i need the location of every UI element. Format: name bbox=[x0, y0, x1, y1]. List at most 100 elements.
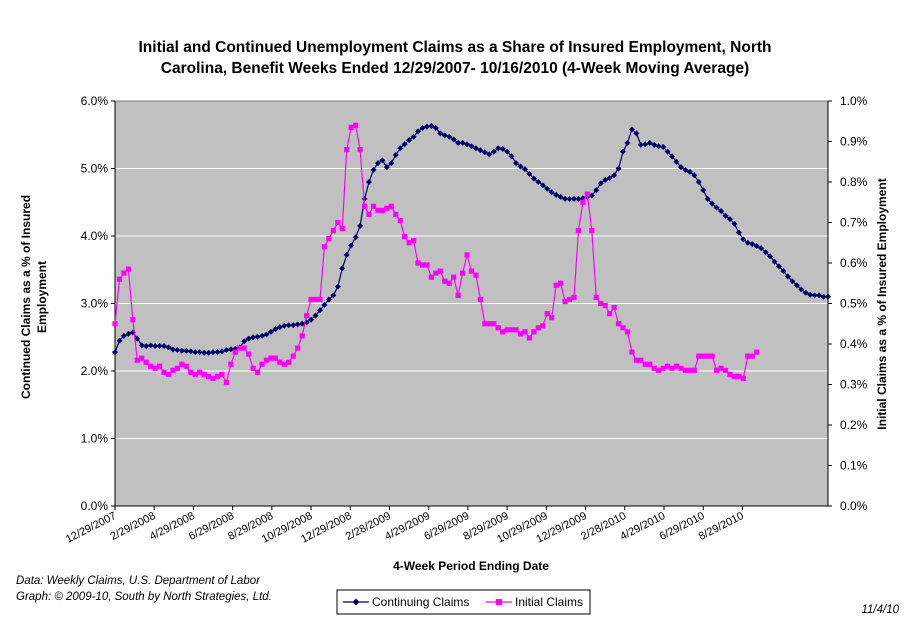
data-point bbox=[139, 355, 145, 361]
data-point bbox=[218, 348, 225, 355]
data-point bbox=[593, 294, 599, 301]
data-point bbox=[682, 367, 688, 373]
data-point bbox=[357, 147, 363, 153]
data-point bbox=[749, 241, 756, 248]
y-right-tick-label: 1.0% bbox=[840, 94, 868, 108]
data-point bbox=[156, 363, 163, 369]
data-point bbox=[112, 349, 118, 356]
data-point bbox=[161, 343, 168, 350]
x-axis-label: 4-Week Period Ending Date bbox=[393, 559, 549, 573]
data-point bbox=[544, 185, 551, 192]
gridlines bbox=[115, 168, 828, 439]
data-point bbox=[513, 160, 520, 167]
data-point bbox=[700, 187, 707, 194]
data-point bbox=[152, 343, 159, 350]
data-point bbox=[793, 282, 800, 289]
data-point bbox=[255, 369, 261, 375]
data-point bbox=[589, 228, 595, 234]
data-point bbox=[424, 262, 430, 268]
data-point bbox=[344, 147, 350, 153]
data-point bbox=[530, 175, 537, 182]
data-point bbox=[259, 332, 266, 339]
data-point bbox=[526, 335, 533, 341]
y-left-tick-label: 3.0% bbox=[81, 297, 109, 311]
data-point bbox=[722, 367, 729, 373]
data-point bbox=[330, 292, 337, 299]
data-point bbox=[437, 130, 444, 137]
data-point bbox=[682, 166, 689, 173]
data-point bbox=[402, 234, 408, 240]
data-point bbox=[210, 349, 217, 356]
data-point bbox=[602, 176, 609, 183]
data-point bbox=[267, 328, 274, 335]
data-point bbox=[468, 268, 475, 274]
data-point bbox=[375, 207, 381, 213]
data-point bbox=[620, 325, 626, 331]
data-point bbox=[450, 136, 457, 143]
legend-marker-continuing bbox=[352, 598, 360, 606]
data-point bbox=[731, 220, 738, 227]
y-right-tick-label: 0.9% bbox=[840, 135, 868, 149]
data-point bbox=[678, 365, 684, 371]
data-point bbox=[459, 270, 466, 276]
y-left-tick-label: 6.0% bbox=[81, 94, 109, 108]
data-point bbox=[290, 322, 297, 329]
data-point bbox=[731, 373, 738, 379]
data-point bbox=[263, 331, 270, 338]
data-point bbox=[709, 200, 716, 207]
data-point bbox=[584, 191, 590, 197]
data-point bbox=[415, 128, 422, 135]
y-right-tick-label: 0.7% bbox=[840, 216, 868, 230]
data-point bbox=[143, 359, 149, 365]
data-point bbox=[299, 320, 306, 327]
data-point bbox=[647, 361, 653, 367]
data-point bbox=[250, 334, 257, 341]
data-point bbox=[802, 289, 809, 296]
data-point bbox=[165, 344, 172, 351]
data-point bbox=[736, 373, 742, 379]
data-point bbox=[272, 326, 279, 333]
y-right-tick-label: 0.8% bbox=[840, 175, 868, 189]
data-point bbox=[295, 345, 301, 351]
legend: Continuing Claims Initial Claims bbox=[336, 589, 591, 615]
data-point bbox=[642, 141, 649, 148]
data-point bbox=[696, 353, 702, 359]
data-point bbox=[343, 251, 350, 258]
x-tick-label: 8/29/2010 bbox=[697, 510, 746, 543]
data-point bbox=[486, 151, 493, 158]
data-point bbox=[299, 333, 305, 339]
data-point bbox=[339, 265, 346, 272]
data-point bbox=[780, 268, 787, 275]
data-point bbox=[575, 195, 582, 202]
data-point bbox=[178, 347, 185, 354]
data-point bbox=[281, 361, 287, 367]
data-point bbox=[820, 293, 827, 300]
data-point bbox=[455, 139, 462, 146]
data-point bbox=[705, 353, 711, 359]
data-point bbox=[156, 343, 163, 350]
data-point bbox=[188, 369, 194, 375]
data-point bbox=[531, 329, 537, 335]
data-point bbox=[205, 349, 212, 356]
y-axis-left: 0.0% 1.0% 2.0% 3.0% 4.0% 5.0% 6.0% bbox=[81, 94, 116, 513]
data-point bbox=[161, 369, 167, 375]
data-point bbox=[509, 327, 515, 333]
legend-marker-initial bbox=[496, 599, 502, 605]
y-right-tick-label: 0.2% bbox=[840, 418, 868, 432]
data-point bbox=[428, 274, 434, 280]
data-point bbox=[152, 365, 158, 371]
data-point bbox=[718, 208, 725, 215]
data-point bbox=[549, 315, 555, 321]
data-point bbox=[718, 365, 724, 371]
data-point bbox=[673, 158, 680, 165]
data-point bbox=[201, 349, 208, 356]
data-point bbox=[384, 205, 390, 211]
data-point bbox=[410, 133, 417, 140]
data-point bbox=[646, 139, 653, 146]
data-point bbox=[727, 371, 733, 377]
data-point bbox=[406, 240, 412, 246]
date-note: 11/4/10 bbox=[861, 604, 899, 616]
data-point bbox=[406, 137, 413, 144]
legend-label-continuing: Continuing Claims bbox=[372, 595, 469, 609]
data-point bbox=[134, 335, 141, 342]
